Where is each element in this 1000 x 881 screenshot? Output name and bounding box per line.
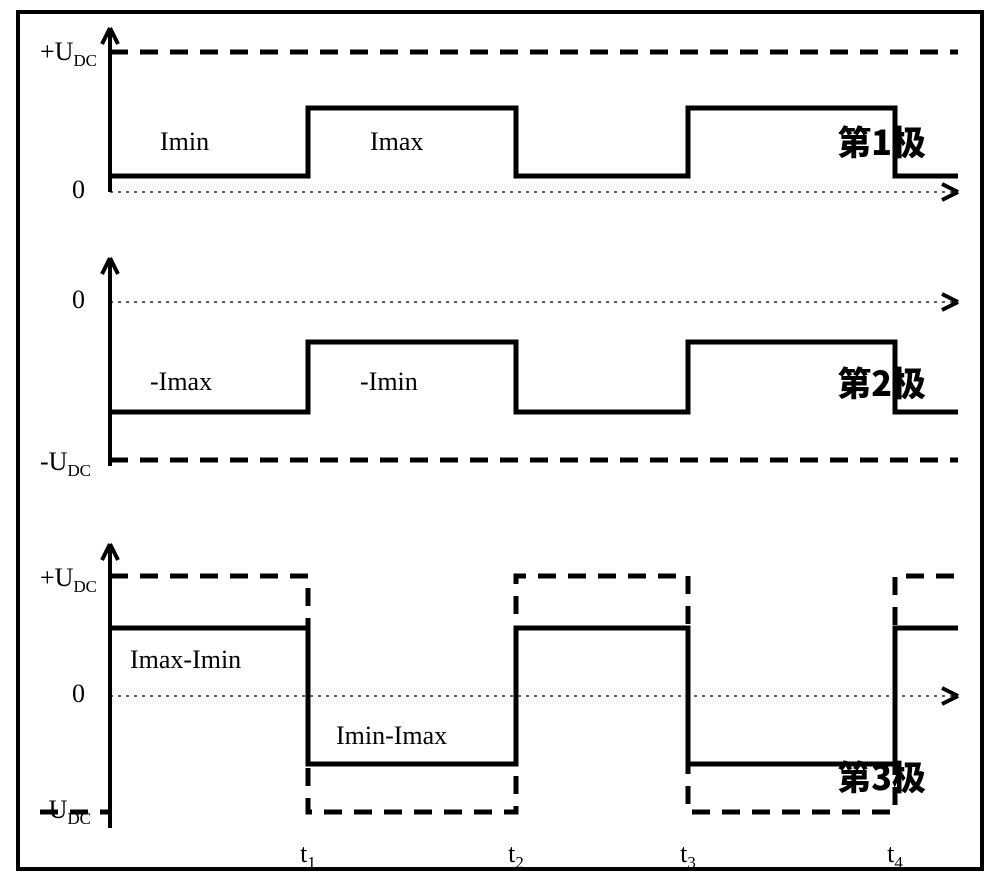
svg-text:Imin: Imin: [160, 127, 209, 156]
svg-text:-Imax: -Imax: [150, 367, 212, 396]
svg-text:Imax-Imin: Imax-Imin: [130, 645, 241, 674]
svg-text:-Imin: -Imin: [360, 367, 418, 396]
svg-text:Imax: Imax: [370, 127, 423, 156]
svg-text:0: 0: [72, 679, 85, 708]
svg-text:第2极: 第2极: [837, 357, 926, 406]
svg-text:t3: t3: [680, 839, 696, 872]
svg-text:0: 0: [72, 175, 85, 204]
svg-text:第3极: 第3极: [837, 751, 926, 800]
svg-text:Imin-Imax: Imin-Imax: [336, 721, 447, 750]
svg-text:第1极: 第1极: [837, 116, 926, 165]
svg-text:+UDC: +UDC: [40, 37, 97, 70]
svg-text:t4: t4: [887, 839, 903, 872]
svg-text:0: 0: [72, 285, 85, 314]
svg-text:-UDC: -UDC: [40, 447, 91, 480]
svg-text:t2: t2: [508, 839, 524, 872]
svg-text:t1: t1: [300, 839, 316, 872]
svg-text:+UDC: +UDC: [40, 563, 97, 596]
